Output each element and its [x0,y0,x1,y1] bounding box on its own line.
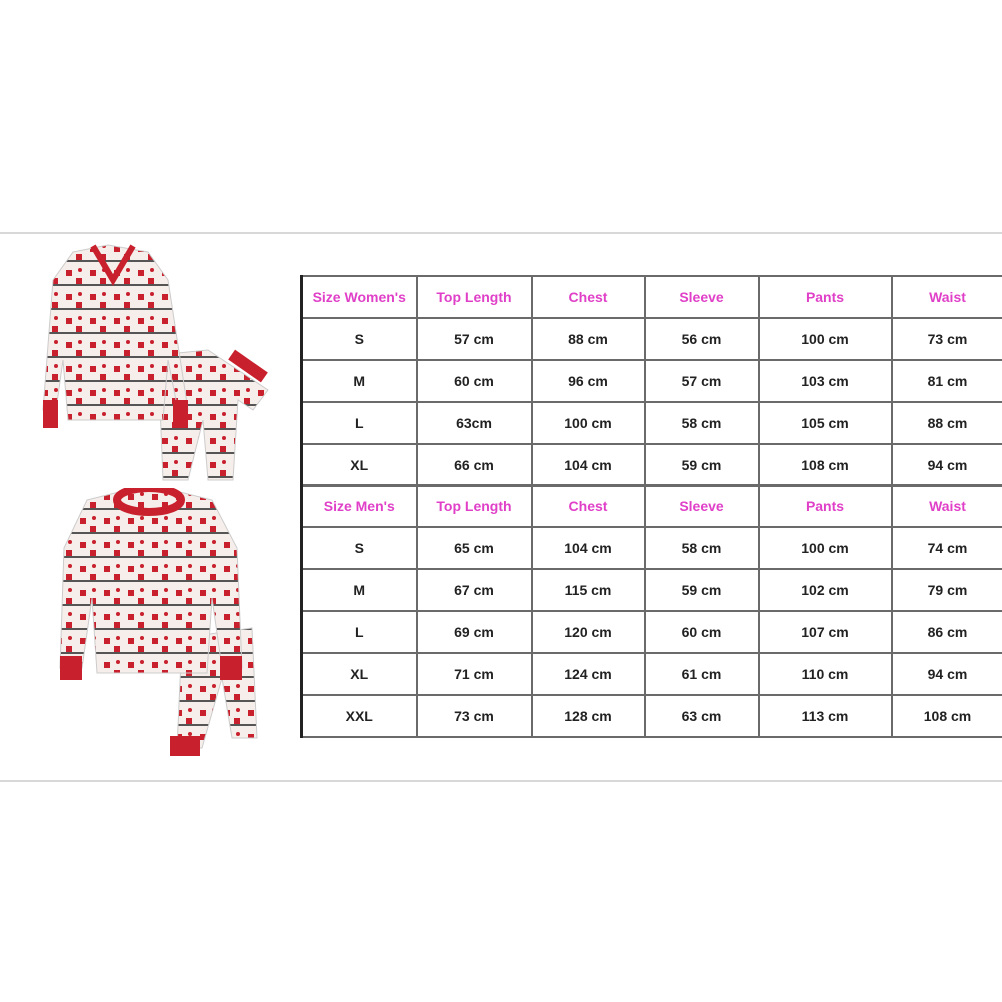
men-size-table: Size Men's Top Length Chest Sleeve Pants Wais… [300,484,1002,738]
measurement-cell: 69 cm [415,610,533,654]
women-pajama-image [42,244,269,481]
size-cell: M [300,568,418,612]
column-header: Chest [530,484,646,528]
column-header: Size Women's [300,275,418,319]
measurement-cell: 94 cm [890,652,1002,696]
size-cell: L [300,610,418,654]
measurement-cell: 107 cm [757,610,893,654]
measurement-cell: 61 cm [643,652,760,696]
measurement-cell: 88 cm [890,401,1002,445]
measurement-cell: 63 cm [643,694,760,738]
column-header: Top Length [415,484,533,528]
column-header: Sleeve [643,275,760,319]
table-row: L 69 cm 120 cm 60 cm 107 cm 86 cm [300,610,1002,654]
measurement-cell: 104 cm [530,526,646,570]
column-header: Waist [890,275,1002,319]
measurement-cell: 100 cm [530,401,646,445]
measurement-cell: 86 cm [890,610,1002,654]
measurement-cell: 103 cm [757,359,893,403]
measurement-cell: 105 cm [757,401,893,445]
measurement-cell: 100 cm [757,317,893,361]
column-header: Size Men's [300,484,418,528]
measurement-cell: 102 cm [757,568,893,612]
size-cell: XL [300,652,418,696]
table-row: XXL 73 cm 128 cm 63 cm 113 cm 108 cm [300,694,1002,738]
measurement-cell: 74 cm [890,526,1002,570]
measurement-cell: 60 cm [415,359,533,403]
measurement-cell: 59 cm [643,568,760,612]
measurement-cell: 100 cm [757,526,893,570]
measurement-cell: 66 cm [415,443,533,487]
measurement-cell: 124 cm [530,652,646,696]
measurement-cell: 58 cm [643,526,760,570]
table-row: S 65 cm 104 cm 58 cm 100 cm 74 cm [300,526,1002,570]
measurement-cell: 58 cm [643,401,760,445]
measurement-cell: 96 cm [530,359,646,403]
measurement-cell: 88 cm [530,317,646,361]
column-header: Sleeve [643,484,760,528]
column-header: Pants [757,484,893,528]
measurement-cell: 113 cm [757,694,893,738]
measurement-cell: 59 cm [643,443,760,487]
table-row: XL 71 cm 124 cm 61 cm 110 cm 94 cm [300,652,1002,696]
measurement-cell: 108 cm [890,694,1002,738]
measurement-cell: 108 cm [757,443,893,487]
table-row: M 60 cm 96 cm 57 cm 103 cm 81 cm [300,359,1002,403]
measurement-cell: 56 cm [643,317,760,361]
column-header: Pants [757,275,893,319]
table-header-row: Size Men's Top Length Chest Sleeve Pants Wais… [300,484,1002,528]
measurement-cell: 65 cm [415,526,533,570]
measurement-cell: 115 cm [530,568,646,612]
measurement-cell: 57 cm [643,359,760,403]
size-cell: XXL [300,694,418,738]
table-row: XL 66 cm 104 cm 59 cm 108 cm 94 cm [300,443,1002,487]
measurement-cell: 120 cm [530,610,646,654]
size-cell: S [300,317,418,361]
measurement-cell: 104 cm [530,443,646,487]
measurement-cell: 81 cm [890,359,1002,403]
column-header: Top Length [415,275,533,319]
measurement-cell: 73 cm [890,317,1002,361]
measurement-cell: 57 cm [415,317,533,361]
women-size-table: Size Women's Top Length Chest Sleeve Pants Wa… [300,275,1002,487]
measurement-cell: 71 cm [415,652,533,696]
column-header: Chest [530,275,646,319]
measurement-cell: 67 cm [415,568,533,612]
measurement-cell: 60 cm [643,610,760,654]
measurement-cell: 79 cm [890,568,1002,612]
size-cell: XL [300,443,418,487]
size-cell: S [300,526,418,570]
table-row: L 63cm 100 cm 58 cm 105 cm 88 cm [300,401,1002,445]
column-header: Waist [890,484,1002,528]
measurement-cell: 128 cm [530,694,646,738]
size-cell: M [300,359,418,403]
table-row: S 57 cm 88 cm 56 cm 100 cm 73 cm [300,317,1002,361]
measurement-cell: 63cm [415,401,533,445]
measurement-cell: 110 cm [757,652,893,696]
men-pajama-image [59,488,258,756]
measurement-cell: 94 cm [890,443,1002,487]
size-cell: L [300,401,418,445]
measurement-cell: 73 cm [415,694,533,738]
table-row: M 67 cm 115 cm 59 cm 102 cm 79 cm [300,568,1002,612]
table-header-row: Size Women's Top Length Chest Sleeve Pants Wa… [300,275,1002,319]
